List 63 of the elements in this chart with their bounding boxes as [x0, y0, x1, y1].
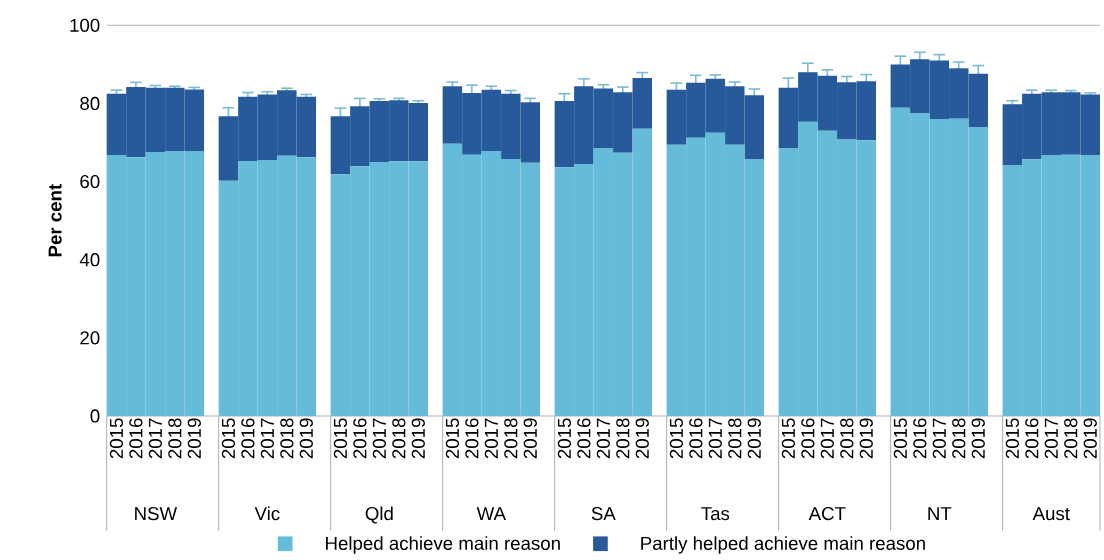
x-tick-label: 2017 [932, 418, 946, 459]
text: NT [928, 507, 952, 520]
x-tick-label: 2019 [747, 418, 761, 459]
x-tick-label: 2015 [1005, 418, 1019, 459]
y-tick-label: 100 [70, 18, 100, 32]
x-tick-label: 2015 [893, 418, 907, 459]
x-tick-label: 2016 [241, 418, 255, 459]
x-tick-label: 2017 [372, 418, 386, 459]
x-tick-label: 2015 [781, 418, 795, 459]
y-tick-label: 60 [80, 174, 100, 189]
x-tick-label: 2015 [109, 418, 124, 459]
x-tick-label: 2019 [635, 418, 649, 459]
y-tick-label: 0 [90, 409, 100, 423]
x-tick-label: 2017 [820, 418, 834, 459]
x-tick-label: 2016 [689, 418, 703, 459]
x-tick-label: 2017 [596, 418, 610, 459]
text: SA [591, 506, 616, 521]
x-tick-label: 2018 [840, 418, 854, 459]
x-tick-label: 2018 [504, 418, 518, 459]
y-tick-label: 40 [79, 253, 100, 267]
x-tick-label: 2015 [557, 418, 571, 459]
text: Qld [365, 506, 393, 524]
x-tick-label: 2019 [187, 418, 201, 459]
legend-label: Helped achieve main reason [326, 536, 560, 554]
x-tick-label: 2019 [299, 418, 313, 459]
x-tick-label: 2017 [1044, 418, 1058, 459]
x-tick-label: 2015 [669, 418, 683, 459]
x-tick-label: 2017 [260, 418, 274, 459]
x-tick-label: 2019 [523, 418, 537, 459]
text: Aust [1032, 507, 1070, 521]
text: NSW [135, 506, 178, 521]
x-tick-label: 2018 [392, 418, 406, 459]
x-tick-label: 2016 [913, 418, 927, 459]
x-tick-label: 2019 [411, 418, 425, 459]
x-tick-label: 2016 [129, 418, 143, 459]
x-tick-label: 2016 [801, 418, 815, 459]
legend-label: Partly helped achieve main reason [641, 536, 925, 554]
x-tick-label: 2018 [616, 418, 630, 459]
x-tick-label: 2019 [859, 418, 873, 459]
text: ACT [808, 506, 846, 521]
y-tick-label: 20 [80, 331, 100, 345]
x-tick-label: 2015 [445, 418, 459, 459]
text: Tas [701, 507, 730, 521]
text: WA [476, 507, 507, 520]
x-tick-label: 2018 [1064, 418, 1078, 459]
x-tick-label: 2019 [971, 418, 985, 459]
x-tick-label: 2017 [148, 418, 162, 459]
x-tick-label: 2016 [1025, 418, 1039, 459]
x-tick-label: 2015 [221, 418, 236, 459]
x-tick-label: 2015 [333, 418, 348, 459]
x-tick-label: 2017 [484, 418, 498, 459]
x-tick-label: 2019 [1083, 418, 1097, 459]
y-tick-label: 80 [80, 96, 100, 111]
x-tick-label: 2018 [728, 418, 742, 459]
x-tick-label: 2016 [577, 418, 591, 459]
y-axis-title: Per cent [48, 184, 62, 257]
x-tick-label: 2018 [168, 418, 182, 459]
x-tick-label: 2018 [280, 418, 294, 459]
x-tick-label: 2016 [353, 418, 367, 459]
x-tick-label: 2016 [465, 418, 479, 459]
x-tick-label: 2017 [708, 418, 722, 459]
x-tick-label: 2018 [952, 418, 966, 459]
text: Vic [254, 506, 280, 521]
